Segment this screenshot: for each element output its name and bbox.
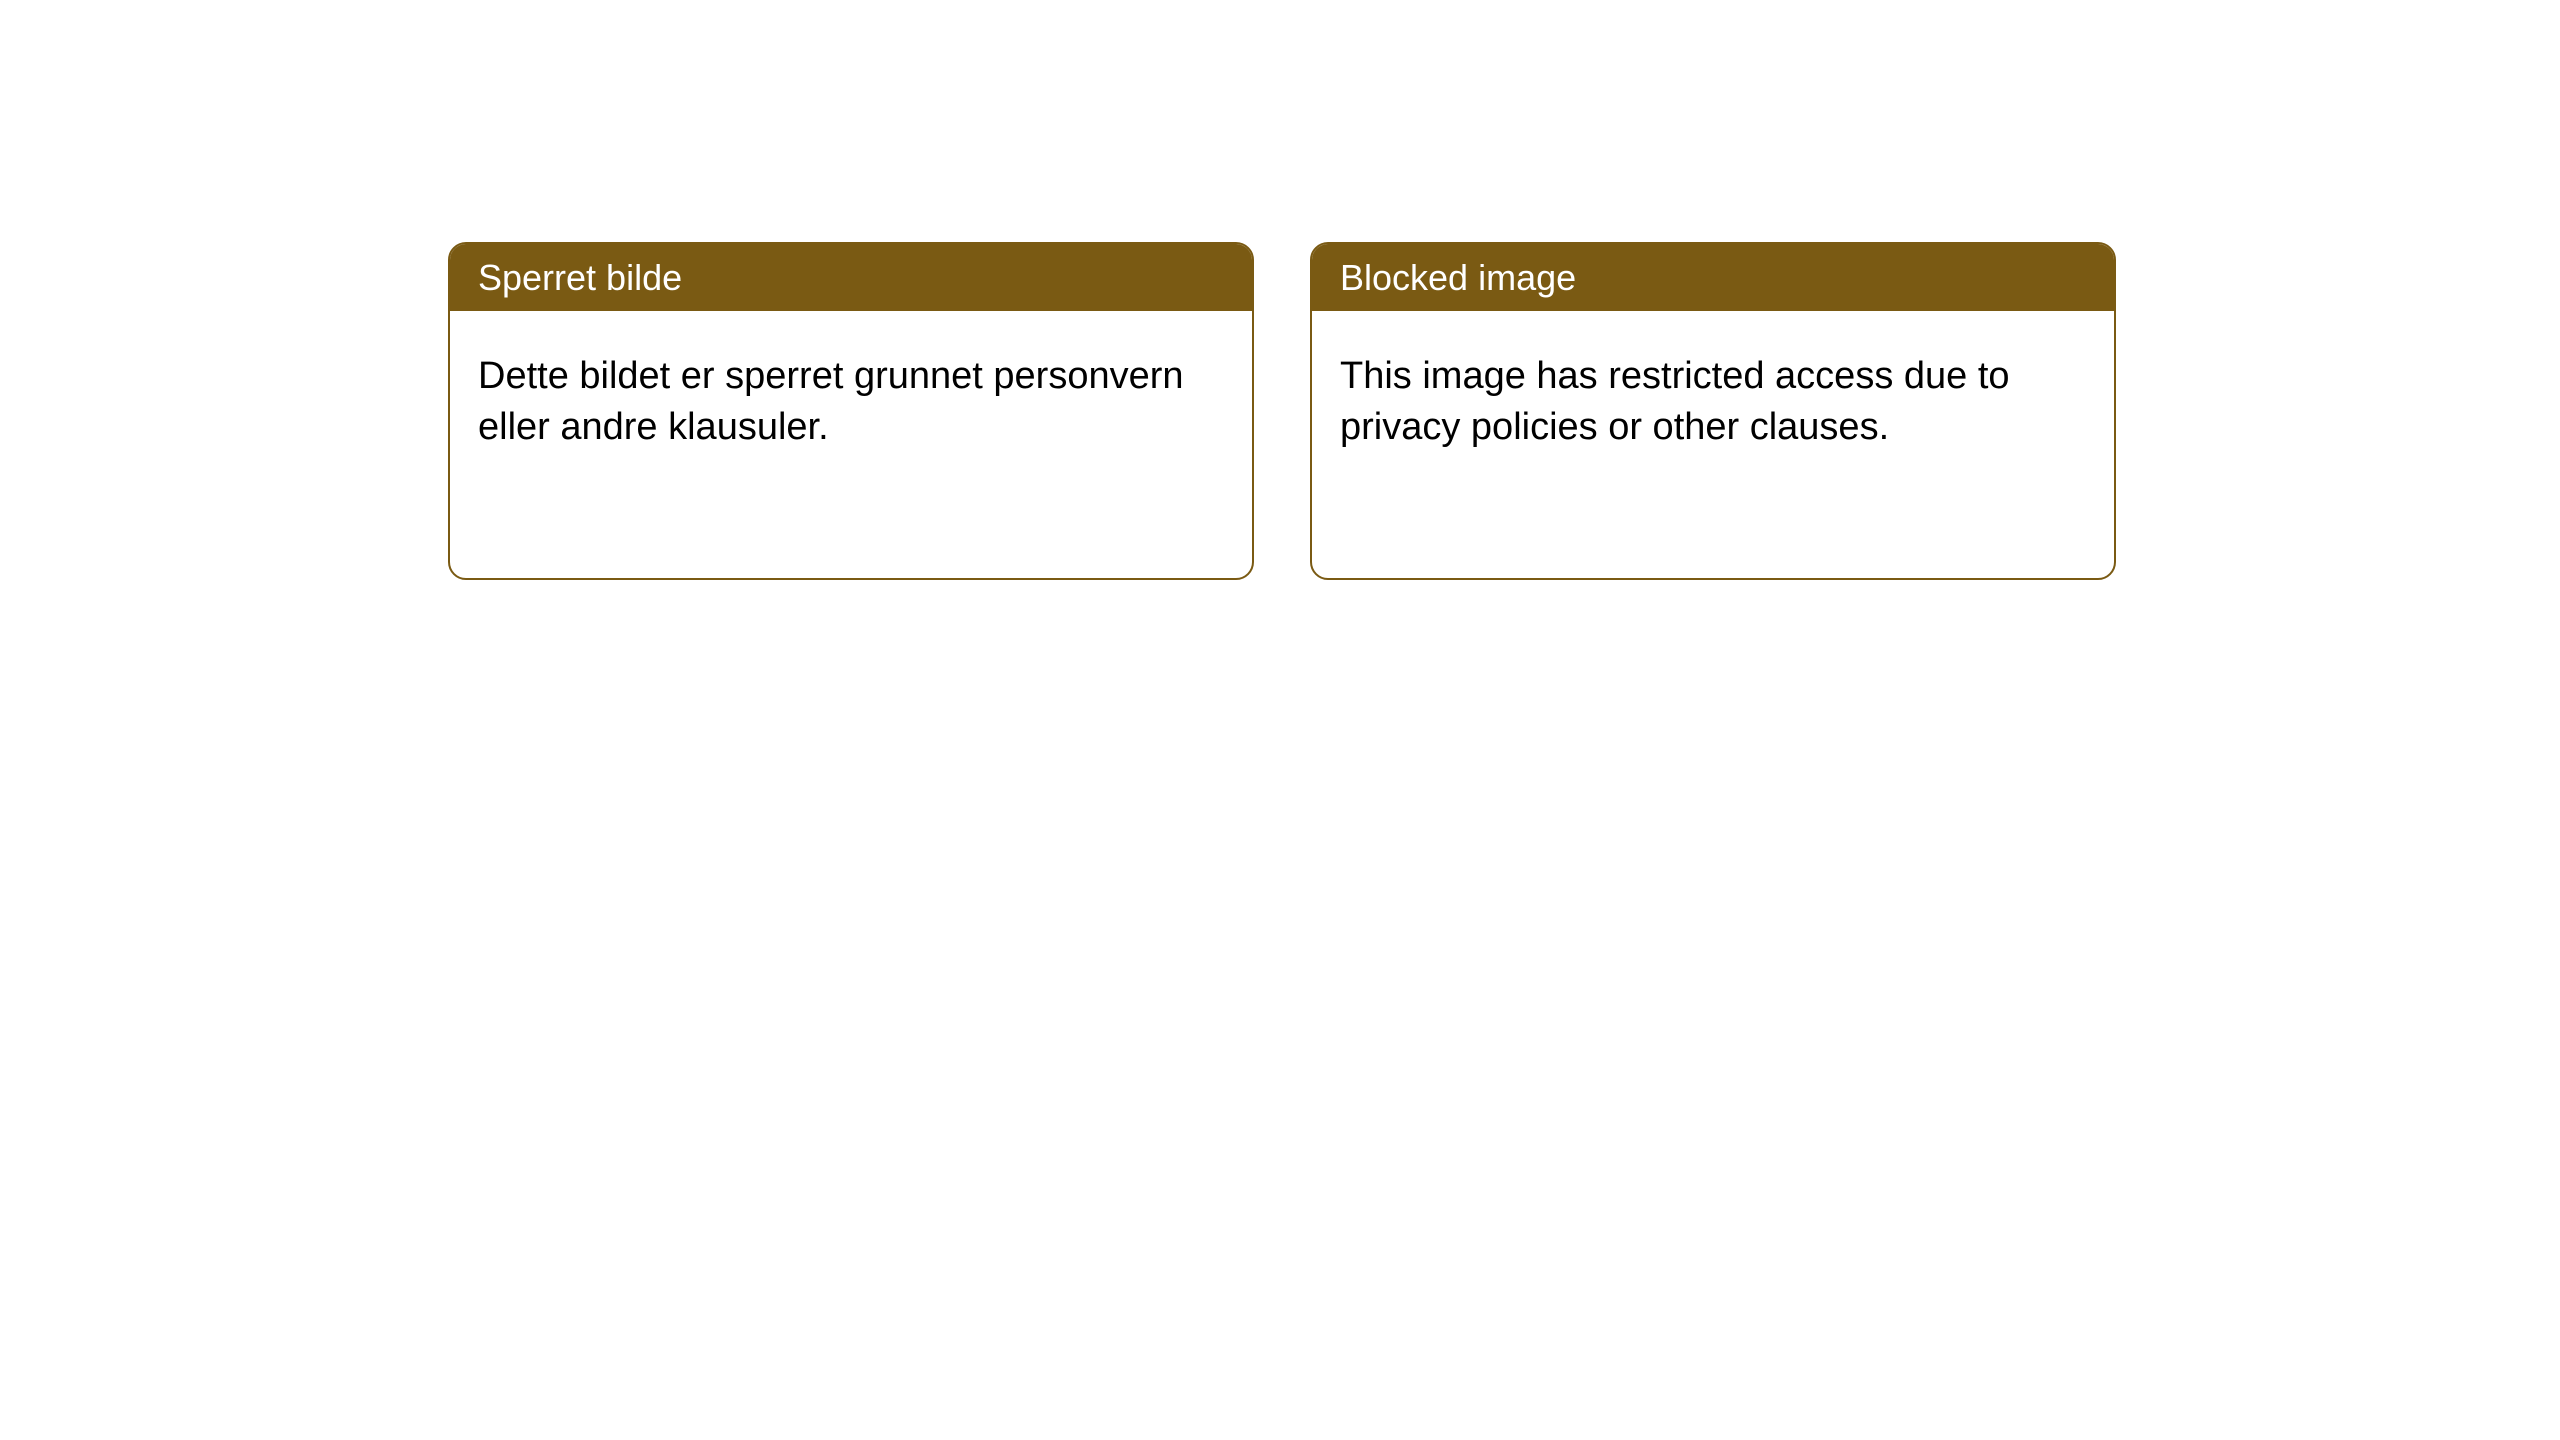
blocked-image-card-no: Sperret bilde Dette bildet er sperret gr… <box>448 242 1254 580</box>
card-title: Blocked image <box>1340 257 1576 298</box>
card-body: Dette bildet er sperret grunnet personve… <box>450 311 1252 494</box>
card-title: Sperret bilde <box>478 257 682 298</box>
card-body-text: This image has restricted access due to … <box>1340 355 2010 448</box>
card-header: Sperret bilde <box>450 244 1252 311</box>
card-body-text: Dette bildet er sperret grunnet personve… <box>478 355 1184 448</box>
notice-container: Sperret bilde Dette bildet er sperret gr… <box>448 242 2116 580</box>
card-header: Blocked image <box>1312 244 2114 311</box>
blocked-image-card-en: Blocked image This image has restricted … <box>1310 242 2116 580</box>
card-body: This image has restricted access due to … <box>1312 311 2114 494</box>
